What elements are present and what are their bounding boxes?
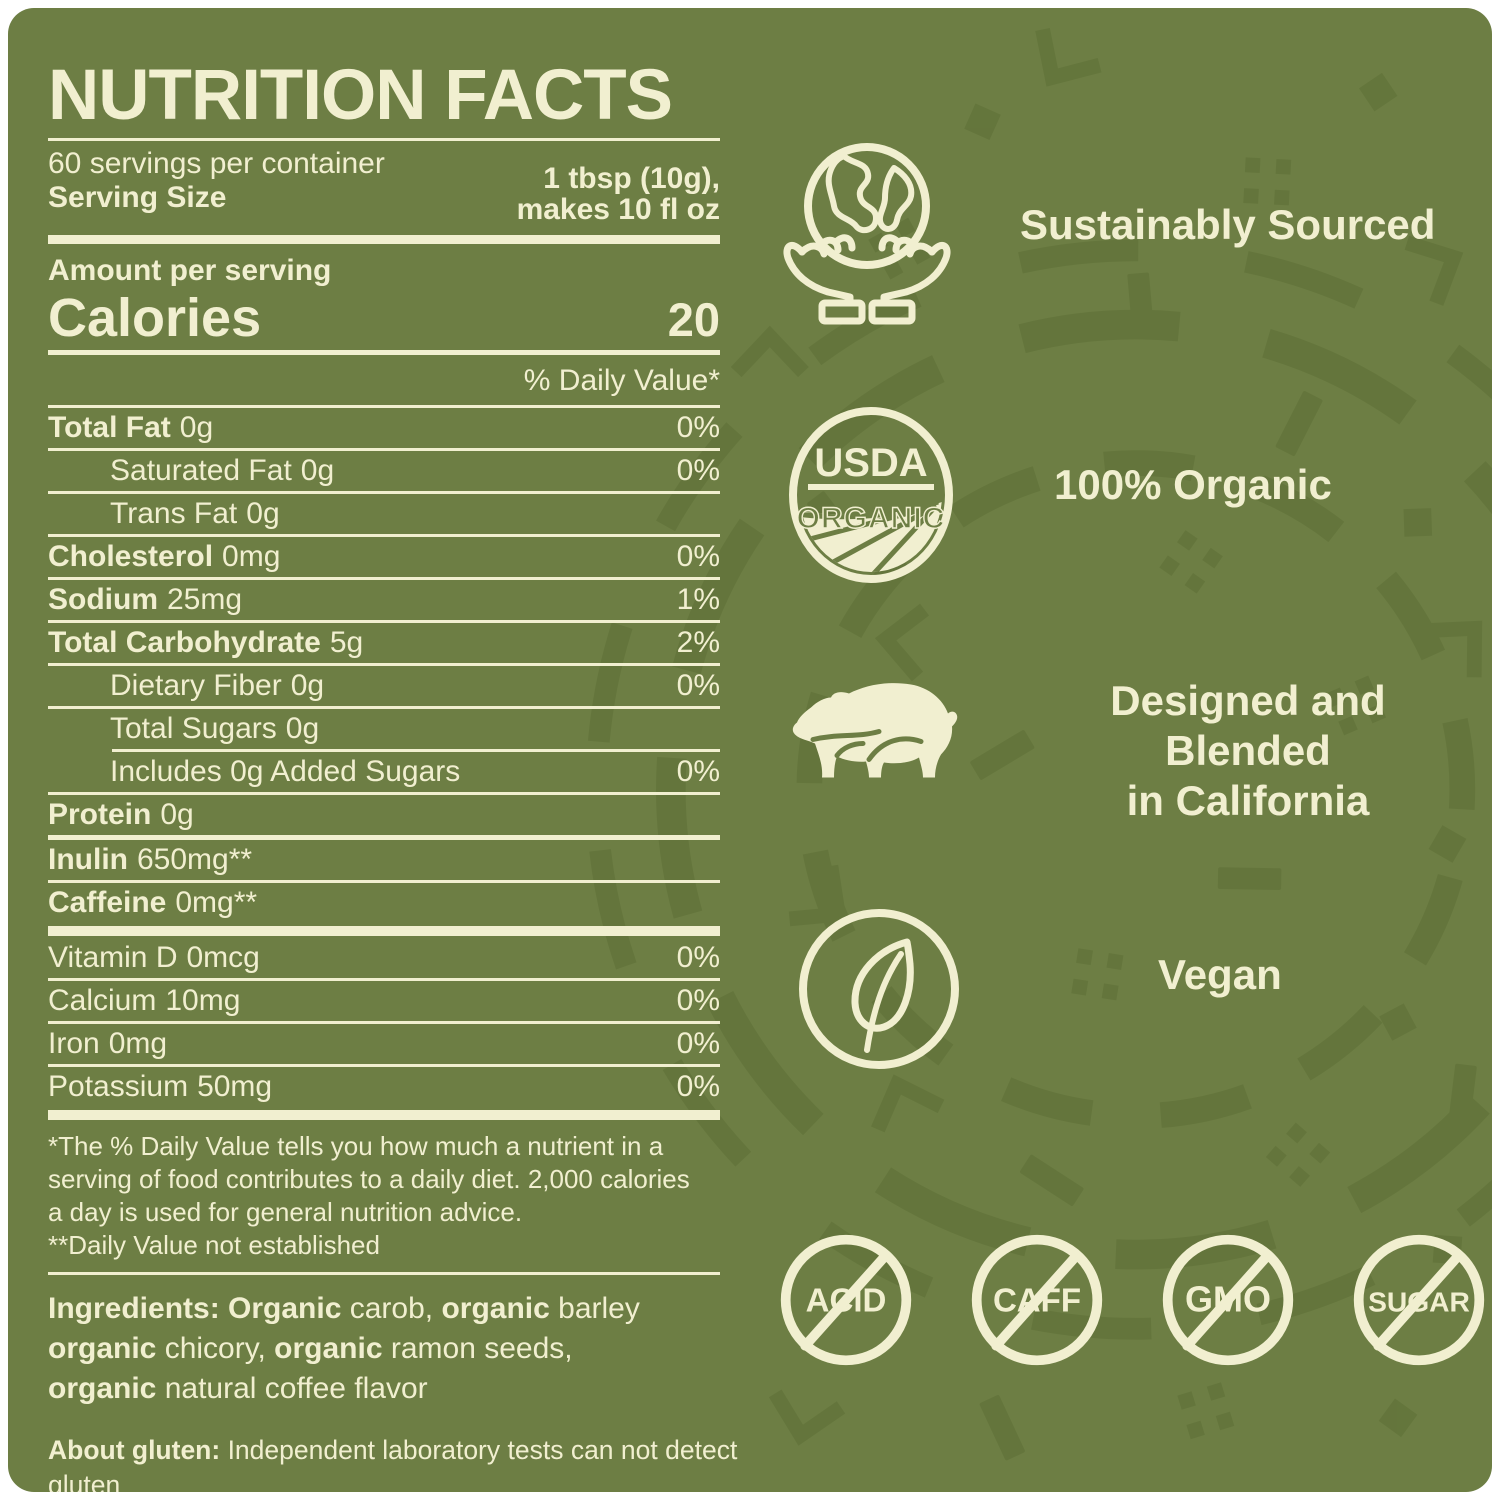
no-gmo-badge: GMO: [1157, 1227, 1299, 1378]
divider: [48, 1272, 720, 1276]
divider: [48, 663, 720, 667]
divider: [48, 1110, 720, 1121]
table-row: Calcium 10mg 0%: [48, 984, 720, 1018]
divider: [48, 620, 720, 624]
table-row: Potassium 50mg 0%: [48, 1070, 720, 1104]
divider-thick: [48, 235, 720, 245]
table-row: Vitamin D 0mcg 0%: [48, 941, 720, 975]
divider: [48, 448, 720, 452]
table-row: Total Fat 0g 0%: [48, 411, 720, 445]
table-row: Trans Fat 0g: [110, 497, 280, 531]
free-from-badges: ACID CAFF GMO SUGAR: [775, 1227, 1491, 1378]
table-row: Total Sugars 0g: [110, 712, 320, 746]
divider: [48, 880, 720, 884]
no-acid-badge: ACID: [775, 1227, 917, 1378]
usda-seal-top-text: USDA: [814, 441, 927, 485]
divider: [48, 405, 720, 409]
divider-medium: [48, 350, 720, 356]
daily-value-header: % Daily Value*: [523, 364, 720, 398]
table-row: Sodium 25mg 1%: [48, 583, 720, 617]
divider: [48, 978, 720, 982]
serving-block: 60 servings per container Serving Size 1…: [48, 147, 720, 225]
calories-row: Calories 20: [48, 290, 720, 346]
divider: [112, 749, 720, 753]
no-caff-badge: CAFF: [966, 1227, 1108, 1378]
table-row: Total Carbohydrate 5g 2%: [48, 626, 720, 660]
table-row: Cholesterol 0mg 0%: [48, 540, 720, 574]
divider: [48, 138, 720, 142]
feature-sustainably-sourced: Sustainably Sourced: [1020, 201, 1436, 248]
servings-per-container: 60 servings per container: [48, 147, 385, 181]
california-bear-icon: [783, 676, 968, 784]
gluten-note: About gluten: Independent laboratory tes…: [48, 1435, 738, 1492]
calories-label: Calories: [48, 288, 262, 349]
table-row: Includes 0g Added Sugars 0%: [110, 755, 720, 789]
divider: [48, 926, 720, 937]
leaf-icon: [794, 904, 964, 1074]
daily-value-footnote: *The % Daily Value tells you how much a …: [48, 1131, 690, 1261]
table-row: Caffeine 0mg**: [48, 886, 258, 920]
amount-per-serving: Amount per serving: [48, 254, 332, 288]
divider: [48, 792, 720, 796]
feature-vegan: Vegan: [1158, 951, 1282, 998]
nutrition-facts-panel: NUTRITION FACTS 60 servings per containe…: [48, 56, 737, 1492]
divider: [48, 835, 720, 841]
table-row: Iron 0mg 0%: [48, 1027, 720, 1061]
feature-designed-in-california: Designed and Blended in California: [1110, 677, 1386, 824]
divider: [48, 1064, 720, 1068]
divider: [48, 534, 720, 538]
label-panel: NUTRITION FACTS 60 servings per containe…: [8, 8, 1492, 1492]
divider: [48, 491, 720, 495]
ingredients-text: Ingredients: Organic carob, organic barl…: [48, 1292, 640, 1406]
nutrient-table: Total Fat 0g 0% Saturated Fat 0g 0% Trans Fat 0…: [48, 408, 720, 1121]
divider: [48, 706, 720, 710]
serving-size-label: Serving Size: [48, 181, 227, 215]
nutrition-facts-title: NUTRITION FACTS: [48, 56, 673, 135]
table-row: Protein 0g: [48, 798, 194, 832]
feature-100-organic: 100% Organic: [1054, 461, 1332, 508]
earth-hands-icon: [772, 134, 962, 326]
table-row: Dietary Fiber 0g 0%: [110, 669, 720, 703]
usda-seal-bottom-text: ORGANIC: [797, 502, 946, 535]
no-sugar-badge: SUGAR: [1348, 1227, 1490, 1378]
usda-organic-seal: USDA ORGANIC: [786, 406, 956, 584]
seal-divider: [808, 484, 934, 490]
calories-value: 20: [667, 293, 720, 347]
table-row: Saturated Fat 0g 0%: [110, 454, 720, 488]
divider: [48, 577, 720, 581]
serving-size-value: 1 tbsp (10g), makes 10 fl oz: [516, 162, 720, 227]
divider: [48, 1021, 720, 1025]
table-row: Inulin 650mg**: [48, 843, 253, 877]
